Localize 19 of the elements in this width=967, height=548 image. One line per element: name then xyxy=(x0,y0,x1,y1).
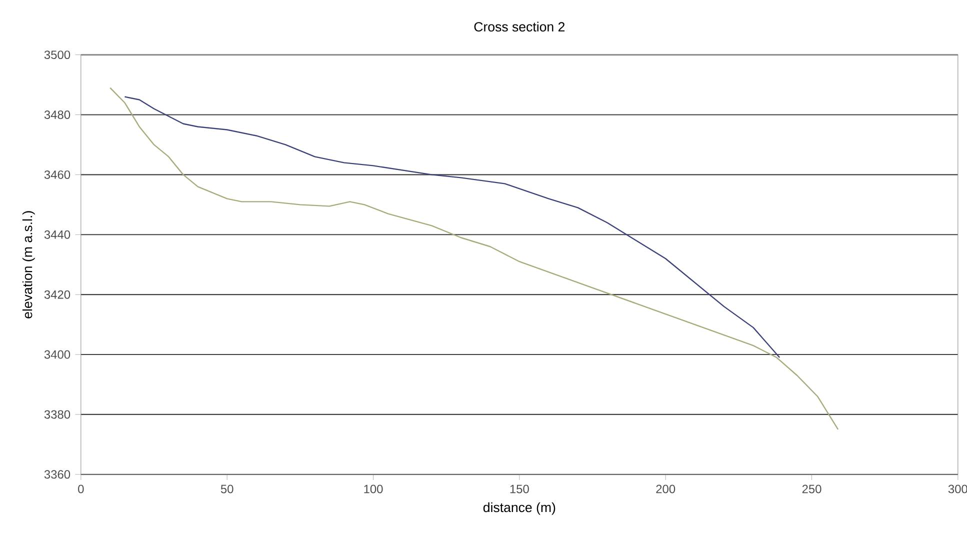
y-axis-title: elevation (m a.s.l.) xyxy=(22,211,35,318)
x-tick-label: 50 xyxy=(220,484,234,494)
x-tick-label: 100 xyxy=(364,484,383,494)
x-axis-title: distance (m) xyxy=(483,502,556,515)
y-tick-label: 3500 xyxy=(44,50,70,59)
y-tick-label: 3360 xyxy=(44,470,70,479)
chart-title: Cross section 2 xyxy=(474,22,565,32)
line-series xyxy=(110,87,839,430)
y-tick-label: 3480 xyxy=(44,110,70,119)
y-tick-label: 3440 xyxy=(44,230,70,239)
x-tick-label: 150 xyxy=(510,484,529,494)
y-tick-label: 3380 xyxy=(44,410,70,419)
y-tick-label: 3460 xyxy=(44,170,70,179)
x-tick-label: 300 xyxy=(948,484,967,494)
x-tick-label: 200 xyxy=(656,484,676,494)
x-tick-label: 0 xyxy=(78,484,84,494)
x-tick-label: 250 xyxy=(802,484,822,494)
y-tick-label: 3420 xyxy=(44,290,70,299)
y-tick-label: 3400 xyxy=(44,350,70,359)
